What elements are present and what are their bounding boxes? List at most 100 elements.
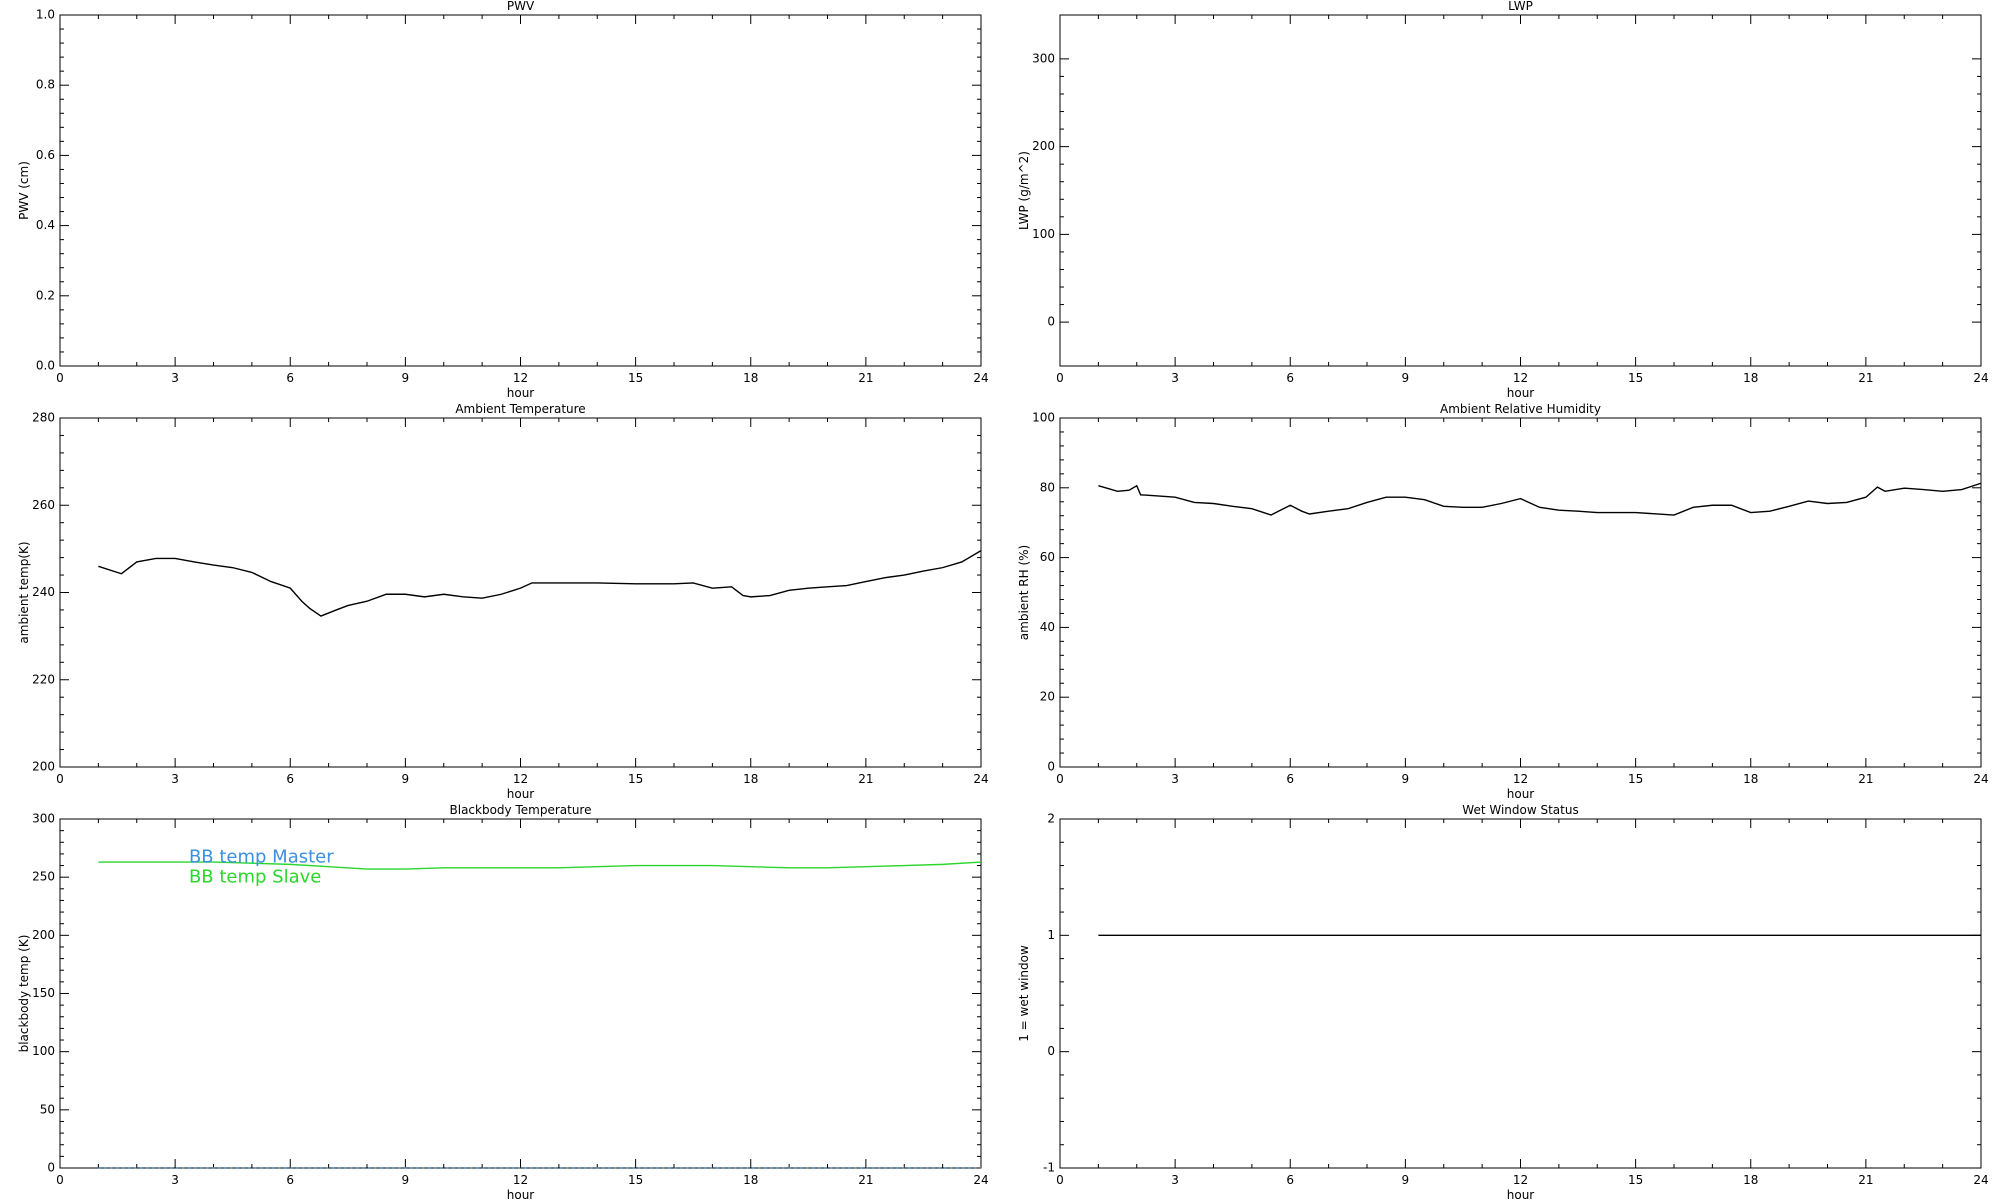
chart-title: Ambient Relative Humidity xyxy=(1440,402,1601,416)
x-tick-label: 15 xyxy=(1628,1173,1643,1187)
x-tick-label: 15 xyxy=(628,772,643,786)
y-tick-label: 40 xyxy=(1040,620,1055,634)
x-tick-label: 24 xyxy=(1973,772,1988,786)
x-tick-label: 18 xyxy=(743,772,758,786)
y-tick-label: 0.2 xyxy=(36,288,55,302)
x-tick-label: 12 xyxy=(513,371,528,385)
x-tick-label: 9 xyxy=(402,371,410,385)
x-tick-label: 3 xyxy=(1171,1173,1179,1187)
x-tick-label: 6 xyxy=(286,772,294,786)
y-tick-label: 300 xyxy=(1032,51,1055,65)
x-tick-label: 6 xyxy=(286,371,294,385)
y-tick-label: 1.0 xyxy=(36,8,55,22)
y-axis-label: LWP (g/m^2) xyxy=(1017,151,1031,230)
y-axis-label: blackbody temp (K) xyxy=(17,935,31,1053)
data-line xyxy=(98,861,982,870)
x-tick-label: 0 xyxy=(1056,772,1064,786)
y-tick-label: 280 xyxy=(32,411,55,425)
y-axis-label: ambient RH (%) xyxy=(1017,545,1031,640)
x-tick-label: 12 xyxy=(1513,371,1528,385)
y-tick-label: -1 xyxy=(1043,1161,1055,1175)
data-line xyxy=(1098,482,1982,516)
x-tick-label: 15 xyxy=(1628,371,1643,385)
x-tick-label: 12 xyxy=(1513,772,1528,786)
x-tick-label: 18 xyxy=(1743,1173,1758,1187)
y-tick-label: 0 xyxy=(1047,760,1055,774)
chart-title: Blackbody Temperature xyxy=(450,803,592,817)
y-tick-label: 200 xyxy=(1032,139,1055,153)
x-tick-label: 21 xyxy=(858,1173,873,1187)
x-tick-label: 18 xyxy=(743,371,758,385)
y-tick-label: 80 xyxy=(1040,480,1055,494)
x-tick-label: 15 xyxy=(628,371,643,385)
x-axis-label: hour xyxy=(507,1188,535,1200)
y-tick-label: 1 xyxy=(1047,928,1055,942)
y-tick-label: 100 xyxy=(32,1044,55,1058)
x-tick-label: 3 xyxy=(171,1173,179,1187)
x-tick-label: 9 xyxy=(402,772,410,786)
x-tick-label: 9 xyxy=(1402,772,1410,786)
y-tick-label: 150 xyxy=(32,986,55,1000)
x-tick-label: 3 xyxy=(171,371,179,385)
plot-frame xyxy=(1059,417,1982,768)
x-tick-label: 0 xyxy=(56,371,64,385)
x-tick-label: 6 xyxy=(286,1173,294,1187)
chart-title: PWV xyxy=(507,0,535,13)
plot-frame xyxy=(59,14,982,367)
y-tick-label: 0.6 xyxy=(36,148,55,162)
y-tick-label: 0 xyxy=(1047,315,1055,329)
chart-title: Wet Window Status xyxy=(1462,803,1578,817)
x-tick-label: 21 xyxy=(1858,371,1873,385)
x-tick-label: 3 xyxy=(1171,371,1179,385)
x-tick-label: 12 xyxy=(513,1173,528,1187)
x-tick-label: 24 xyxy=(1973,1173,1988,1187)
y-tick-label: 250 xyxy=(32,870,55,884)
y-tick-label: 260 xyxy=(32,498,55,512)
chart-title: Ambient Temperature xyxy=(455,402,585,416)
y-tick-label: 100 xyxy=(1032,227,1055,241)
y-tick-label: 20 xyxy=(1040,690,1055,704)
y-tick-label: 200 xyxy=(32,928,55,942)
x-tick-label: 24 xyxy=(973,1173,988,1187)
x-tick-label: 6 xyxy=(1286,1173,1294,1187)
x-tick-label: 18 xyxy=(743,1173,758,1187)
legend-entry: BB temp Slave xyxy=(189,866,321,887)
y-tick-label: 0.0 xyxy=(36,359,55,373)
x-tick-label: 15 xyxy=(628,1173,643,1187)
y-tick-label: 100 xyxy=(1032,411,1055,425)
y-tick-label: 0 xyxy=(1047,1044,1055,1058)
y-tick-label: 50 xyxy=(40,1102,55,1116)
x-tick-label: 15 xyxy=(1628,772,1643,786)
y-axis-label: PWV (cm) xyxy=(17,161,31,220)
x-tick-label: 9 xyxy=(1402,1173,1410,1187)
plot-frame xyxy=(59,417,982,768)
x-tick-label: 18 xyxy=(1743,772,1758,786)
y-tick-label: 220 xyxy=(32,672,55,686)
y-tick-label: 0.8 xyxy=(36,78,55,92)
x-tick-label: 6 xyxy=(1286,772,1294,786)
x-tick-label: 0 xyxy=(56,772,64,786)
x-tick-label: 0 xyxy=(1056,1173,1064,1187)
y-tick-label: 200 xyxy=(32,760,55,774)
y-tick-label: 2 xyxy=(1047,812,1055,826)
plot-frame xyxy=(1059,14,1982,367)
x-axis-label: hour xyxy=(507,787,535,801)
x-tick-label: 9 xyxy=(402,1173,410,1187)
y-tick-label: 0.4 xyxy=(36,218,55,232)
chart-title: LWP xyxy=(1508,0,1533,13)
x-tick-label: 24 xyxy=(973,772,988,786)
x-tick-label: 3 xyxy=(171,772,179,786)
x-tick-label: 18 xyxy=(1743,371,1758,385)
y-tick-label: 0 xyxy=(47,1161,55,1175)
y-tick-label: 300 xyxy=(32,812,55,826)
x-axis-label: hour xyxy=(1507,787,1535,801)
y-tick-label: 240 xyxy=(32,585,55,599)
legend-entry: BB temp Master xyxy=(189,846,334,867)
x-tick-label: 24 xyxy=(1973,371,1988,385)
x-tick-label: 0 xyxy=(56,1173,64,1187)
x-tick-label: 21 xyxy=(858,772,873,786)
x-axis-label: hour xyxy=(1507,386,1535,400)
x-tick-label: 21 xyxy=(1858,772,1873,786)
y-tick-label: 60 xyxy=(1040,550,1055,564)
